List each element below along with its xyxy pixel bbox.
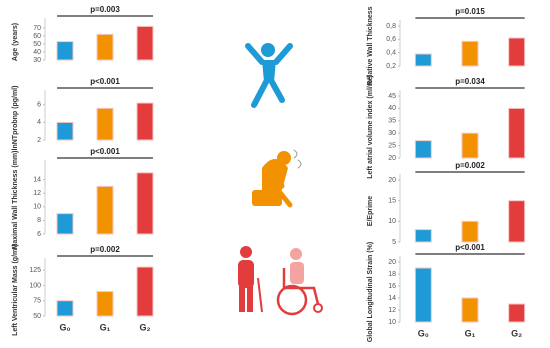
icon-active bbox=[245, 43, 293, 108]
bar bbox=[56, 121, 74, 141]
y-tick-label: 50 bbox=[33, 41, 41, 48]
bar bbox=[56, 300, 74, 317]
annotation: p=0.015 bbox=[455, 7, 485, 16]
y-tick-label: 18 bbox=[388, 271, 396, 278]
y-axis-label: E/Eprime bbox=[367, 196, 374, 226]
icon-elderly bbox=[238, 246, 323, 316]
y-tick-label: 2 bbox=[37, 137, 41, 144]
y-axis-label: Left Ventricular Mass (g/m²) bbox=[12, 244, 19, 336]
annotation: p=0.002 bbox=[90, 245, 120, 254]
y-tick-label: 35 bbox=[388, 118, 396, 125]
y-tick-label: 30 bbox=[388, 130, 396, 137]
y-tick-label: 12 bbox=[33, 190, 41, 197]
annotation: p=0.034 bbox=[455, 77, 485, 86]
annotation: p=0.003 bbox=[90, 5, 120, 14]
y-tick-label: 25 bbox=[388, 142, 396, 149]
y-tick-label: 8 bbox=[37, 217, 41, 224]
x-tick-label: G₀ bbox=[418, 328, 429, 338]
bar bbox=[414, 53, 432, 67]
y-tick-label: 12 bbox=[388, 307, 396, 314]
y-tick-label: 6 bbox=[37, 231, 41, 238]
x-tick-label: G₀ bbox=[59, 322, 70, 332]
annotation: p<0.001 bbox=[90, 147, 120, 156]
bar bbox=[136, 25, 154, 61]
y-tick-label: 15 bbox=[388, 198, 396, 205]
bar bbox=[96, 291, 114, 317]
bar bbox=[136, 102, 154, 141]
annotation: p=0.002 bbox=[455, 161, 485, 170]
annotation: p<0.001 bbox=[455, 243, 485, 252]
y-tick-label: 20 bbox=[388, 177, 396, 184]
y-axis-label: Global Longitudinal Strain (%) bbox=[367, 242, 374, 342]
y-tick-label: 10 bbox=[388, 319, 396, 326]
bar bbox=[96, 185, 114, 235]
bar bbox=[508, 107, 526, 159]
y-tick-label: 0,2 bbox=[386, 63, 396, 70]
bar bbox=[461, 132, 479, 159]
y-tick-label: 16 bbox=[388, 283, 396, 290]
y-tick-label: 5 bbox=[392, 239, 396, 246]
y-tick-label: 50 bbox=[33, 313, 41, 320]
y-tick-label: 70 bbox=[33, 25, 41, 32]
y-tick-label: 14 bbox=[388, 295, 396, 302]
y-tick-label: 75 bbox=[33, 298, 41, 305]
x-tick-label: G₂ bbox=[511, 328, 522, 338]
bar bbox=[136, 172, 154, 235]
bar bbox=[414, 140, 432, 159]
y-tick-label: 125 bbox=[29, 267, 41, 274]
y-tick-label: 0,4 bbox=[386, 50, 396, 57]
y-tick-label: 10 bbox=[33, 204, 41, 211]
bar bbox=[508, 37, 526, 67]
y-tick-label: 100 bbox=[29, 282, 41, 289]
x-tick-label: G₁ bbox=[465, 328, 476, 338]
y-axis-label: Relative Wall Thickness bbox=[367, 6, 374, 85]
y-tick-label: 14 bbox=[33, 176, 41, 183]
y-tick-label: 20 bbox=[388, 259, 396, 266]
y-tick-label: 0,6 bbox=[386, 36, 396, 43]
bar bbox=[136, 266, 154, 317]
bar bbox=[508, 303, 526, 323]
y-tick-label: 6 bbox=[37, 102, 41, 109]
y-tick-label: 4 bbox=[37, 119, 41, 126]
x-tick-label: G₂ bbox=[140, 322, 151, 332]
y-tick-label: 0,8 bbox=[386, 23, 396, 30]
y-axis-label: lnNTprobnp (pg/ml) bbox=[12, 86, 19, 151]
y-tick-label: 20 bbox=[388, 155, 396, 162]
bar bbox=[461, 297, 479, 323]
annotation: p<0.001 bbox=[90, 77, 120, 86]
bar bbox=[96, 33, 114, 61]
y-tick-label: 30 bbox=[33, 57, 41, 64]
y-axis-label: Age (years) bbox=[12, 23, 19, 61]
y-axis-label: Left atrial volume index (ml/m²) bbox=[367, 75, 374, 178]
y-tick-label: 60 bbox=[33, 33, 41, 40]
y-tick-label: 10 bbox=[388, 218, 396, 225]
bar bbox=[461, 220, 479, 243]
bar bbox=[461, 40, 479, 67]
bar bbox=[56, 41, 74, 61]
bar bbox=[414, 267, 432, 323]
y-tick-label: 40 bbox=[33, 49, 41, 56]
x-tick-label: G₁ bbox=[100, 322, 111, 332]
bar bbox=[508, 200, 526, 243]
bar bbox=[56, 213, 74, 235]
y-axis-label: Maximal Wall Thickness (mm) bbox=[12, 151, 19, 250]
icon-tired bbox=[252, 149, 302, 208]
bar bbox=[414, 229, 432, 243]
y-tick-label: 40 bbox=[388, 105, 396, 112]
bar bbox=[96, 107, 114, 141]
y-tick-label: 45 bbox=[388, 93, 396, 100]
